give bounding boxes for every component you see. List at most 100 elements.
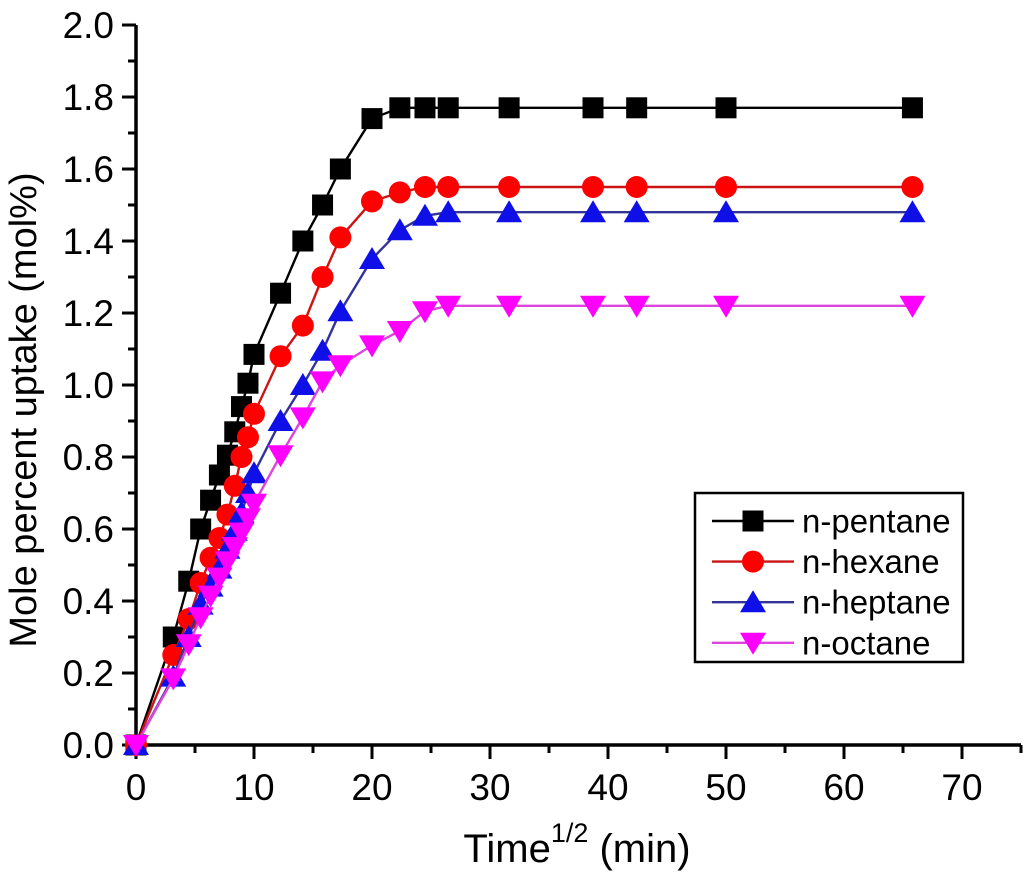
data-point-n-heptane (496, 200, 523, 223)
data-point-n-octane (197, 585, 224, 608)
data-point-n-octane (411, 301, 438, 324)
data-point-n-octane (713, 295, 739, 318)
legend-marker-n-heptane (740, 590, 766, 613)
data-point-n-heptane (267, 409, 294, 431)
data-point-n-heptane (435, 200, 462, 223)
data-point-n-octane (160, 668, 187, 691)
data-point-n-pentane (243, 343, 265, 365)
x-tick-label: 20 (351, 767, 392, 808)
data-point-n-heptane (359, 247, 385, 269)
x-tick-label: 10 (233, 767, 274, 808)
data-point-n-octane (123, 735, 149, 757)
y-tick-label: 1.8 (63, 77, 114, 118)
data-point-n-pentane (437, 97, 459, 119)
data-point-n-pentane (237, 372, 259, 394)
data-point-n-hexane (291, 314, 314, 337)
x-axis-label: Time1/2 (min) (463, 818, 690, 871)
y-axis-label: Mole percent uptake (mol%) (3, 172, 45, 647)
data-point-n-pentane (901, 97, 923, 119)
data-point-n-hexane (388, 181, 411, 204)
data-point-n-octane (496, 295, 523, 318)
data-point-n-hexane (223, 474, 246, 497)
data-point-n-pentane (626, 97, 648, 119)
y-tick-label: 1.6 (63, 149, 114, 190)
data-point-n-octane (175, 634, 202, 657)
data-point-n-pentane (270, 282, 292, 304)
data-point-n-pentane (582, 97, 604, 119)
data-point-n-pentane (329, 158, 351, 180)
data-point-n-heptane (411, 203, 438, 226)
data-point-n-octane (386, 321, 413, 343)
data-point-n-hexane (498, 176, 521, 198)
data-point-n-pentane (208, 464, 230, 486)
data-point-n-hexane (329, 226, 352, 249)
y-tick-label: 0.6 (63, 509, 114, 550)
legend-marker-n-hexane (742, 550, 764, 573)
y-tick-label: 1.2 (63, 293, 114, 334)
data-point-n-heptane (623, 200, 650, 223)
data-point-n-heptane (386, 218, 413, 241)
x-tick-label: 0 (126, 767, 147, 808)
data-point-n-pentane (361, 108, 383, 130)
data-point-n-pentane (190, 518, 212, 540)
y-tick-label: 2.0 (63, 5, 114, 46)
legend-label-n-octane: n-octane (802, 624, 930, 661)
data-point-n-heptane (289, 373, 316, 395)
y-tick-label: 0.2 (63, 653, 114, 694)
data-point-n-hexane (582, 176, 605, 198)
data-point-n-octane (289, 407, 316, 430)
data-point-n-octane (359, 335, 385, 358)
data-point-n-octane (267, 445, 294, 468)
data-point-n-octane (241, 493, 267, 516)
data-point-n-octane (206, 567, 233, 590)
data-point-n-pentane (715, 97, 737, 119)
y-tick-label: 0.8 (63, 437, 114, 478)
data-point-n-octane (623, 295, 650, 318)
data-point-n-hexane (311, 266, 334, 288)
data-point-n-pentane (498, 97, 520, 119)
data-point-n-octane (327, 355, 354, 378)
y-tick-label: 0.0 (63, 725, 114, 766)
legend-label-n-pentane: n-pentane (802, 503, 951, 540)
data-point-n-octane (899, 295, 926, 318)
data-point-n-hexane (230, 446, 253, 468)
data-point-n-pentane (200, 489, 222, 511)
data-point-n-pentane (292, 230, 314, 252)
data-point-n-heptane (713, 200, 739, 223)
x-tick-label: 40 (587, 767, 628, 808)
data-point-n-heptane (327, 299, 354, 322)
data-point-n-pentane (414, 97, 436, 119)
y-tick-label: 0.4 (63, 581, 114, 622)
data-point-n-octane (187, 607, 214, 630)
data-point-n-heptane (241, 461, 267, 484)
data-point-n-hexane (243, 402, 265, 425)
y-tick-label: 1.4 (63, 221, 114, 262)
data-point-n-octane (309, 371, 336, 394)
legend-marker-n-pentane (742, 510, 764, 532)
data-point-n-hexane (361, 190, 383, 213)
x-tick-label: 70 (941, 767, 982, 808)
y-tick-label: 1.0 (63, 365, 114, 406)
data-point-n-hexane (413, 176, 436, 198)
data-point-n-pentane (389, 97, 411, 119)
data-point-n-hexane (437, 176, 460, 198)
x-tick-label: 60 (823, 767, 864, 808)
legend-label-n-hexane: n-hexane (802, 543, 940, 580)
legend-marker-n-octane (740, 632, 766, 655)
data-point-n-heptane (899, 200, 926, 223)
data-point-n-hexane (625, 176, 648, 198)
data-point-n-heptane (580, 200, 607, 223)
x-tick-label: 50 (705, 767, 746, 808)
data-point-n-hexane (269, 345, 292, 368)
legend-label-n-heptane: n-heptane (802, 584, 951, 621)
data-point-n-hexane (236, 426, 259, 449)
data-point-n-octane (435, 295, 462, 318)
data-point-n-pentane (312, 194, 334, 216)
data-point-n-hexane (715, 176, 737, 198)
data-point-n-hexane (901, 176, 924, 198)
data-point-n-octane (580, 295, 607, 318)
x-tick-label: 30 (469, 767, 510, 808)
